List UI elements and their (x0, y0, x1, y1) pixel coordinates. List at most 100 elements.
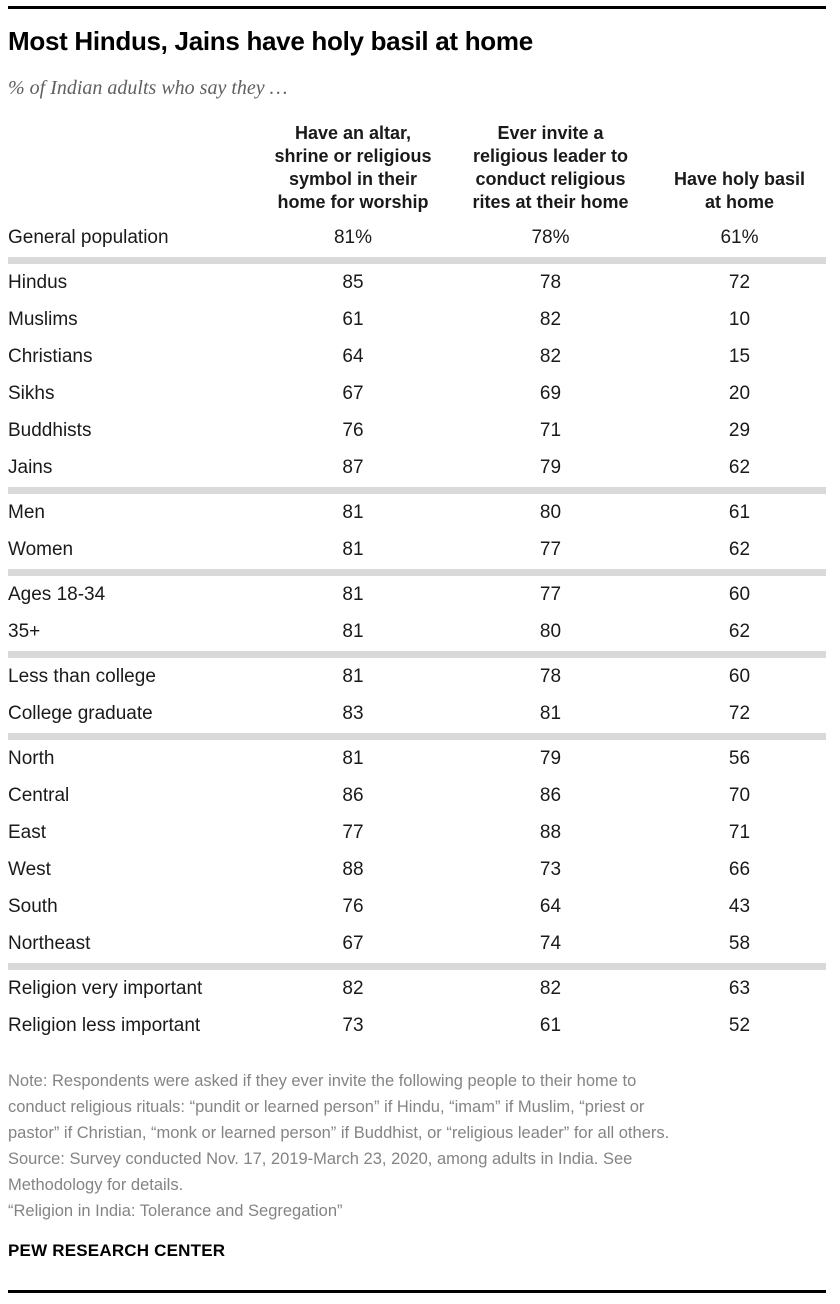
section-divider (8, 568, 826, 576)
cell-value: 85 (342, 271, 364, 293)
row-label: Women (8, 538, 74, 560)
cell-value: 62 (728, 620, 751, 642)
cell-value: 29 (728, 419, 751, 441)
cell-value: 81 (342, 620, 364, 642)
section-divider-bar (8, 962, 826, 970)
cell-value: 71 (539, 419, 562, 441)
chart-subtitle: % of Indian adults who say they … (8, 77, 288, 99)
column-header-invite: Ever invite a religious leader to conduc… (448, 114, 653, 219)
column-header-empty (8, 114, 258, 219)
row-label: Christians (8, 345, 93, 367)
table-row: College graduate 83 81 72 (8, 695, 826, 732)
cell-value: 78 (539, 665, 562, 687)
figure: Most Hindus, Jains have holy basil at ho… (8, 6, 826, 1293)
table-row: Men 81 80 61 (8, 494, 826, 531)
row-label: 35+ (8, 620, 41, 642)
cell-value: 81 (342, 538, 364, 560)
section-divider (8, 962, 826, 970)
row-label: West (8, 858, 51, 880)
source-text: Source: Survey conducted Nov. 17, 2019-M… (8, 1150, 633, 1194)
table-row: Hindus 85 78 72 (8, 264, 826, 301)
cell-value: 86 (539, 784, 562, 806)
cell-value: 83 (342, 702, 364, 724)
cell-value: 77 (539, 583, 562, 605)
top-rule (8, 6, 826, 9)
cell-value: 73 (342, 1014, 364, 1036)
cell-value: 52 (728, 1014, 751, 1036)
column-header-basil: Have holy basil at home (653, 114, 826, 219)
section-divider (8, 486, 826, 494)
cell-value: 72 (728, 271, 751, 293)
row-label: East (8, 821, 47, 843)
table-row: Buddhists 76 71 29 (8, 412, 826, 449)
cell-value: 60 (728, 583, 751, 605)
table-row: Women 81 77 62 (8, 531, 826, 568)
table-body: General population 81% 78% 61% Hindus 85 78 72 M… (8, 219, 826, 1044)
column-header-label: Ever invite a religious leader to conduc… (472, 123, 629, 212)
cell-value: 20 (728, 382, 751, 404)
cell-value: 61% (720, 226, 759, 248)
cell-value: 74 (539, 932, 562, 954)
table-row: General population 81% 78% 61% (8, 219, 826, 256)
row-label: Men (8, 501, 45, 523)
cell-value: 88 (342, 858, 364, 880)
note-text: Note: Respondents were asked if they eve… (8, 1072, 670, 1142)
pew-research-center-wordmark: PEW RESEARCH CENTER (8, 1241, 226, 1260)
row-label: Hindus (8, 271, 68, 293)
table-row: West 88 73 66 (8, 851, 826, 888)
row-label: Jains (8, 456, 53, 478)
table-row: Religion less important 73 61 52 (8, 1007, 826, 1044)
cell-value: 82 (539, 345, 562, 367)
cell-value: 81 (342, 583, 364, 605)
data-table: Have an altar, shrine or religious symbo… (8, 114, 826, 1044)
cell-value: 61 (342, 308, 364, 330)
cell-value: 78 (539, 271, 562, 293)
cell-value: 58 (728, 932, 751, 954)
chart-title: Most Hindus, Jains have holy basil at ho… (8, 26, 533, 56)
cell-value: 67 (342, 382, 364, 404)
cell-value: 64 (342, 345, 364, 367)
row-label: Sikhs (8, 382, 55, 404)
cell-value: 77 (342, 821, 364, 843)
cell-value: 87 (342, 456, 364, 478)
table-row: Religion very important 82 82 63 (8, 970, 826, 1007)
section-divider-bar (8, 650, 826, 658)
citation-text: “Religion in India: Tolerance and Segreg… (8, 1202, 343, 1220)
cell-value: 82 (539, 977, 562, 999)
cell-value: 81 (342, 747, 364, 769)
cell-value: 62 (728, 456, 751, 478)
cell-value: 73 (539, 858, 562, 880)
cell-value: 82 (342, 977, 364, 999)
cell-value: 62 (728, 538, 751, 560)
cell-value: 56 (728, 747, 751, 769)
table-row: 35+ 81 80 62 (8, 613, 826, 650)
table-row: Muslims 61 82 10 (8, 301, 826, 338)
cell-value: 81 (342, 501, 364, 523)
table-row: Christians 64 82 15 (8, 338, 826, 375)
column-header-label: Have an altar, shrine or religious symbo… (274, 123, 432, 212)
row-label: Religion less important (8, 1014, 201, 1036)
row-label: General population (8, 226, 169, 248)
table-header: Have an altar, shrine or religious symbo… (8, 114, 826, 219)
cell-value: 88 (539, 821, 562, 843)
cell-value: 61 (728, 501, 751, 523)
cell-value: 76 (342, 419, 364, 441)
cell-value: 82 (539, 308, 562, 330)
cell-value: 60 (728, 665, 751, 687)
table-row: Ages 18-34 81 77 60 (8, 576, 826, 613)
cell-value: 10 (728, 308, 751, 330)
section-divider-bar (8, 568, 826, 576)
cell-value: 70 (728, 784, 751, 806)
table-row: South 76 64 43 (8, 888, 826, 925)
cell-value: 67 (342, 932, 364, 954)
table-row: North 81 79 56 (8, 740, 826, 777)
cell-value: 86 (342, 784, 364, 806)
row-label: Buddhists (8, 419, 92, 441)
table-row: East 77 88 71 (8, 814, 826, 851)
section-divider (8, 650, 826, 658)
column-header-label: Have holy basil at home (673, 169, 806, 212)
row-label: South (8, 895, 58, 917)
row-label: College graduate (8, 702, 153, 724)
row-label: Muslims (8, 308, 78, 330)
cell-value: 64 (539, 895, 562, 917)
